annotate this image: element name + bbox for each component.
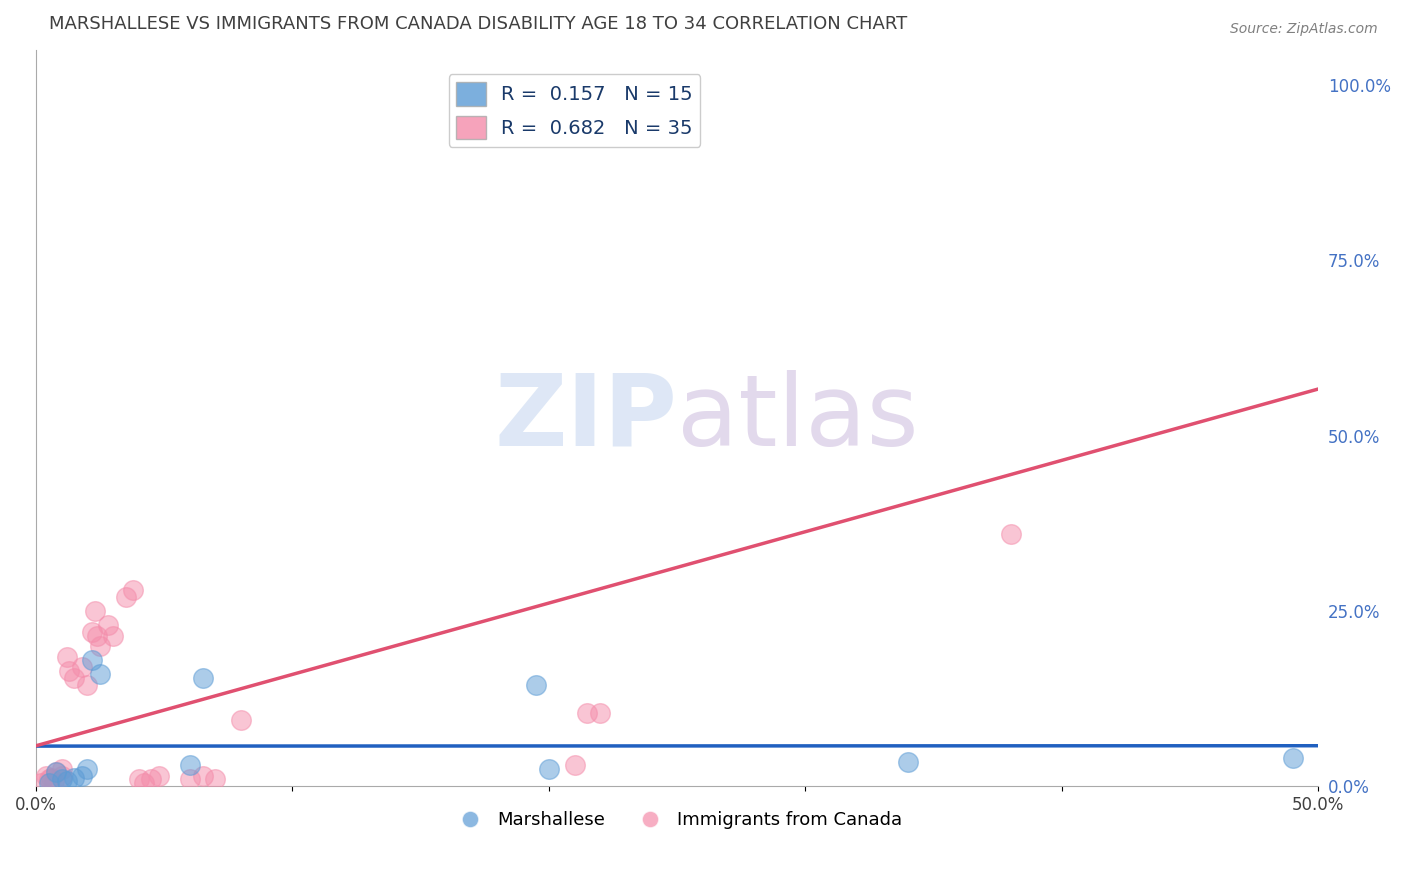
Point [122,582,145,597]
Point [51,769,73,783]
Point [897,755,920,769]
Point [191,769,214,783]
Point [70,660,93,674]
Point [58,664,80,678]
Point [41,771,63,785]
Point [191,671,214,685]
Point [86,629,108,643]
Point [55,649,77,664]
Point [564,758,586,772]
Point [42,773,65,788]
Point [89,639,111,653]
Point [537,762,560,776]
Point [76,762,98,776]
Point [114,590,136,604]
Point [132,776,155,790]
Point [229,713,252,727]
Point [1281,751,1303,765]
Point [524,678,547,692]
Point [82,653,104,667]
Point [101,629,124,643]
Point [179,772,201,787]
Point [35,769,58,783]
Point [97,618,120,632]
Point [55,773,77,788]
Point [63,671,86,685]
Point [45,765,67,780]
Point [30,776,52,790]
Point [128,772,150,787]
Point [51,772,73,787]
Point [148,769,170,783]
Text: Source: ZipAtlas.com: Source: ZipAtlas.com [1230,22,1378,37]
Point [63,771,86,785]
Point [179,758,201,772]
Point [1000,527,1022,541]
Point [589,706,612,720]
Point [204,772,226,787]
Point [76,678,98,692]
Point [38,772,60,787]
Legend: Marshallese, Immigrants from Canada: Marshallese, Immigrants from Canada [444,804,910,837]
Point [82,625,104,640]
Text: ZIP: ZIP [495,369,678,467]
Point [84,604,107,618]
Point [38,776,60,790]
Point [51,762,73,776]
Point [141,772,163,787]
Point [45,765,67,780]
Text: MARSHALLESE VS IMMIGRANTS FROM CANADA DISABILITY AGE 18 TO 34 CORRELATION CHART: MARSHALLESE VS IMMIGRANTS FROM CANADA DI… [49,15,907,33]
Point [576,706,599,720]
Point [89,667,111,681]
Point [70,769,93,783]
Text: atlas: atlas [678,369,918,467]
